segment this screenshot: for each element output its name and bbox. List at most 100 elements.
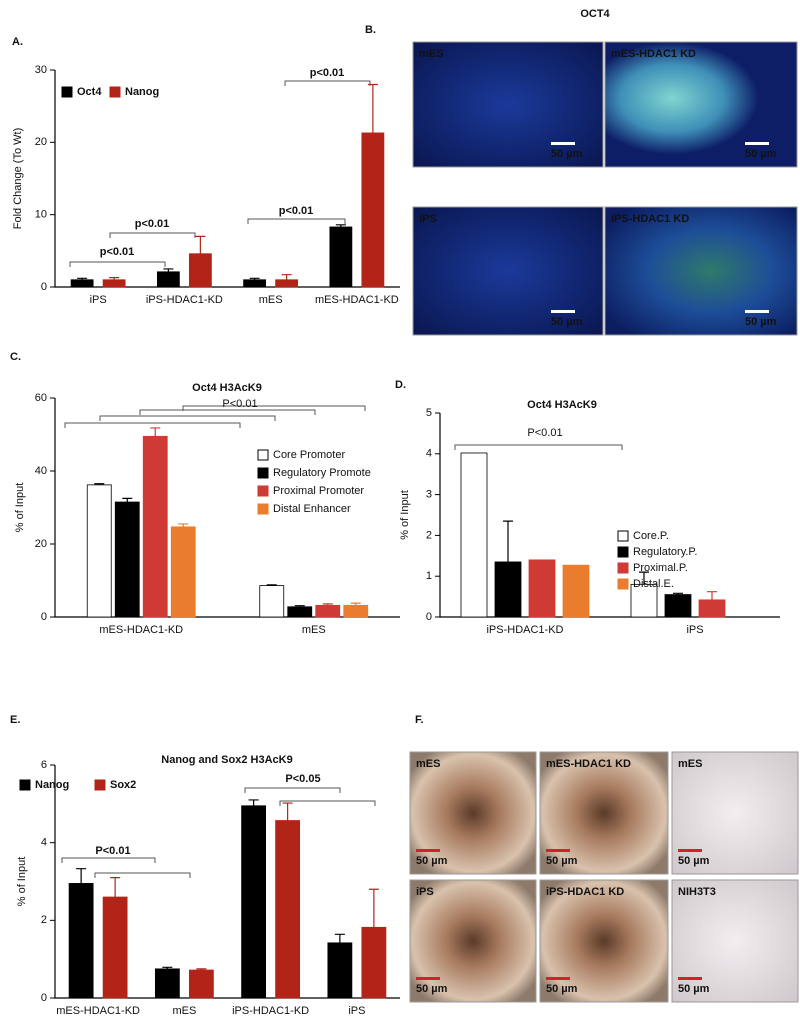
bracket xyxy=(99,415,276,421)
scale-label: 50 µm xyxy=(745,148,777,160)
scale-bar xyxy=(546,977,570,980)
image-label: NIH3T3 xyxy=(678,886,716,898)
micrograph xyxy=(412,206,604,336)
scale-label: 50 µm xyxy=(416,855,448,867)
y-tick-label: 30 xyxy=(35,64,47,76)
x-tick-label: mES-HDAC1-KD xyxy=(315,294,399,306)
bar xyxy=(68,883,94,999)
micrograph xyxy=(409,879,537,1003)
legend-label: Nanog xyxy=(125,86,159,98)
x-tick-label: mES xyxy=(172,1005,196,1017)
panel-label: B. xyxy=(365,24,376,36)
error-bar xyxy=(281,274,292,280)
error-bar xyxy=(195,235,206,254)
y-tick-label: 10 xyxy=(35,209,47,221)
panel-label: E. xyxy=(10,714,20,726)
panel-label: F. xyxy=(415,714,424,726)
bar xyxy=(275,279,299,288)
bar xyxy=(361,132,385,288)
bar xyxy=(156,271,180,288)
image-label: iPS xyxy=(419,213,437,225)
x-tick-label: iPS-HDAC1-KD xyxy=(146,294,223,306)
error-bar xyxy=(76,868,87,884)
bar xyxy=(188,969,214,999)
bar xyxy=(343,604,369,618)
x-tick-label: mES-HDAC1-KD xyxy=(56,1005,140,1017)
chart-title: Oct4 H3AcK9 xyxy=(527,399,597,411)
y-tick-label: 1 xyxy=(426,570,432,582)
legend-swatch xyxy=(617,578,629,590)
annotation: P<0.01 xyxy=(527,427,562,439)
legend-label: Core Promoter xyxy=(273,449,345,461)
micrograph xyxy=(604,41,798,168)
bracket xyxy=(69,261,166,267)
y-tick-label: 3 xyxy=(426,489,432,501)
annotation: p<0.01 xyxy=(135,218,170,230)
annotation: p<0.01 xyxy=(310,67,345,79)
micrograph xyxy=(604,206,798,336)
bar xyxy=(494,561,522,618)
legend-label: Distal.E. xyxy=(633,578,674,590)
bar xyxy=(188,253,212,288)
error-bar xyxy=(163,268,174,272)
bracket xyxy=(244,787,341,793)
legend-label: Core.P. xyxy=(633,530,669,542)
bar xyxy=(562,564,590,618)
legend-label: Regulatory Promote xyxy=(273,467,371,479)
bar xyxy=(170,526,196,618)
x-tick-label: iPS xyxy=(348,1005,365,1017)
micrograph xyxy=(409,751,537,875)
error-bar xyxy=(110,877,121,898)
y-axis-label: % of Input xyxy=(399,490,411,540)
y-tick-label: 5 xyxy=(426,407,432,419)
micrograph xyxy=(671,879,799,1003)
micrograph xyxy=(412,41,604,168)
y-tick-label: 2 xyxy=(426,529,432,541)
scale-bar xyxy=(551,310,575,313)
y-tick-label: 2 xyxy=(41,914,47,926)
annotation: P<0.01 xyxy=(222,398,257,410)
error-bar xyxy=(639,571,649,585)
y-axis-label: % of Input xyxy=(14,483,26,533)
image-title: OCT4 xyxy=(580,8,610,20)
scale-label: 50 µm xyxy=(745,316,777,328)
bar xyxy=(287,606,313,618)
y-tick-label: 0 xyxy=(426,611,432,623)
scale-bar xyxy=(678,849,702,852)
y-tick-label: 4 xyxy=(426,448,432,460)
bracket xyxy=(61,857,156,863)
error-bar xyxy=(503,520,513,562)
error-bar xyxy=(150,427,161,437)
x-tick-label: iPS-HDAC1-KD xyxy=(232,1005,309,1017)
bar xyxy=(154,968,180,999)
bracket xyxy=(109,232,196,238)
scale-bar xyxy=(745,310,769,313)
scale-bar xyxy=(546,849,570,852)
error-bar xyxy=(707,591,717,600)
axis-line xyxy=(439,413,780,618)
bar xyxy=(70,279,94,288)
bar xyxy=(114,501,140,618)
y-tick-label: 40 xyxy=(35,465,47,477)
legend-swatch xyxy=(617,562,629,574)
bracket xyxy=(279,800,376,806)
error-bar xyxy=(122,497,133,503)
error-bar xyxy=(282,802,293,821)
legend-label: Distal Enhancer xyxy=(273,503,351,515)
y-tick-label: 20 xyxy=(35,136,47,148)
x-tick-label: mES-HDAC1-KD xyxy=(99,624,183,636)
bracket xyxy=(182,405,366,411)
image-label: mES xyxy=(419,48,443,60)
bracket xyxy=(139,409,316,415)
legend-label: Nanog xyxy=(35,779,69,791)
bar xyxy=(698,599,726,618)
image-label: mES-HDAC1 KD xyxy=(546,758,631,770)
image-label: mES xyxy=(678,758,702,770)
y-tick-label: 0 xyxy=(41,611,47,623)
error-bar xyxy=(248,799,259,806)
bar xyxy=(327,942,353,999)
scale-bar xyxy=(416,977,440,980)
image-label: mES xyxy=(416,758,440,770)
y-tick-label: 60 xyxy=(35,392,47,404)
